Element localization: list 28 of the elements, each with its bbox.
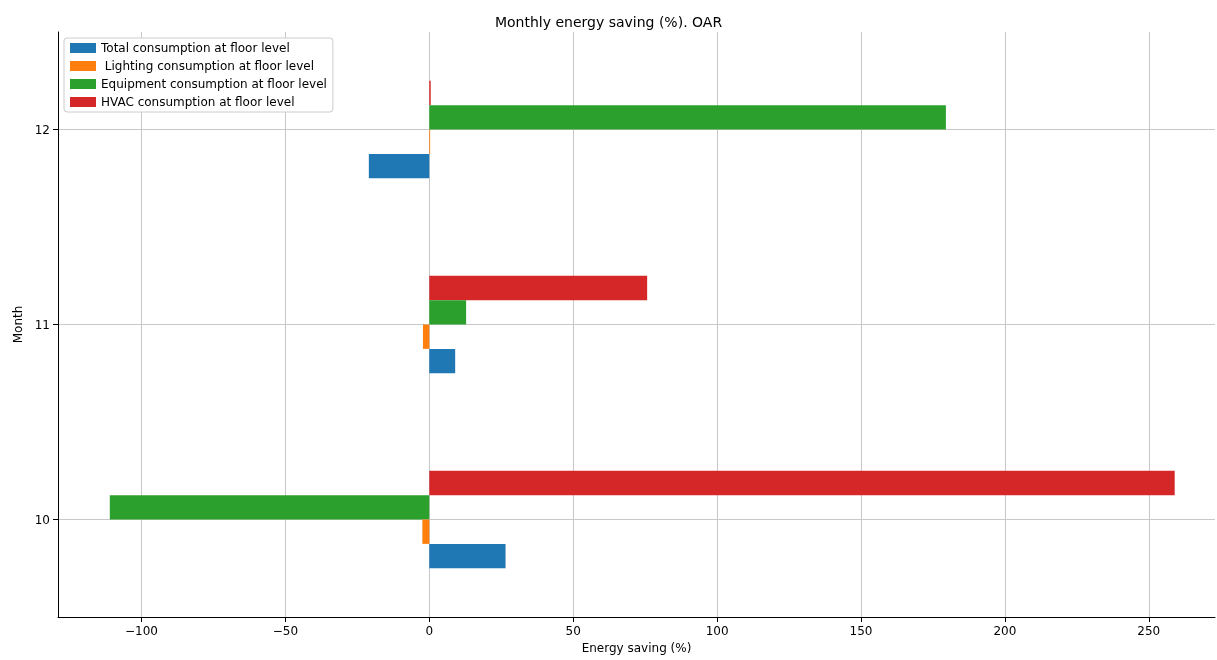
bar [429,543,506,569]
y-tick-label: 10 [34,512,50,527]
chart-title: Monthly energy saving (%). OAR [494,14,723,30]
bar [429,105,946,130]
x-tick-label: 250 [1137,624,1161,638]
x-tick-label: −100 [124,624,158,638]
bar [368,153,430,179]
bar [109,495,430,520]
bar [429,300,467,325]
legend-label: HVAC consumption at floor level [101,95,295,109]
x-axis-title: Energy saving (%) [581,640,692,655]
x-tick-label: 100 [705,624,729,638]
bar [429,275,648,301]
bar [429,470,1175,496]
x-tick-label: −50 [272,624,299,638]
bar [422,519,430,544]
legend-label: Lighting consumption at floor level [101,59,315,73]
x-tick-label: 200 [993,624,1017,638]
y-tick-label: 12 [34,122,50,137]
bar [429,348,456,374]
bar [422,324,430,349]
x-tick-label: 0 [425,624,434,638]
x-tick-label: 150 [849,624,873,638]
legend-label: Equipment consumption at floor level [101,77,327,91]
y-axis-title: Month [10,305,25,344]
x-tick-label: 50 [565,624,581,638]
legend-label: Total consumption at floor level [100,41,290,55]
y-tick-label: 11 [34,317,50,332]
